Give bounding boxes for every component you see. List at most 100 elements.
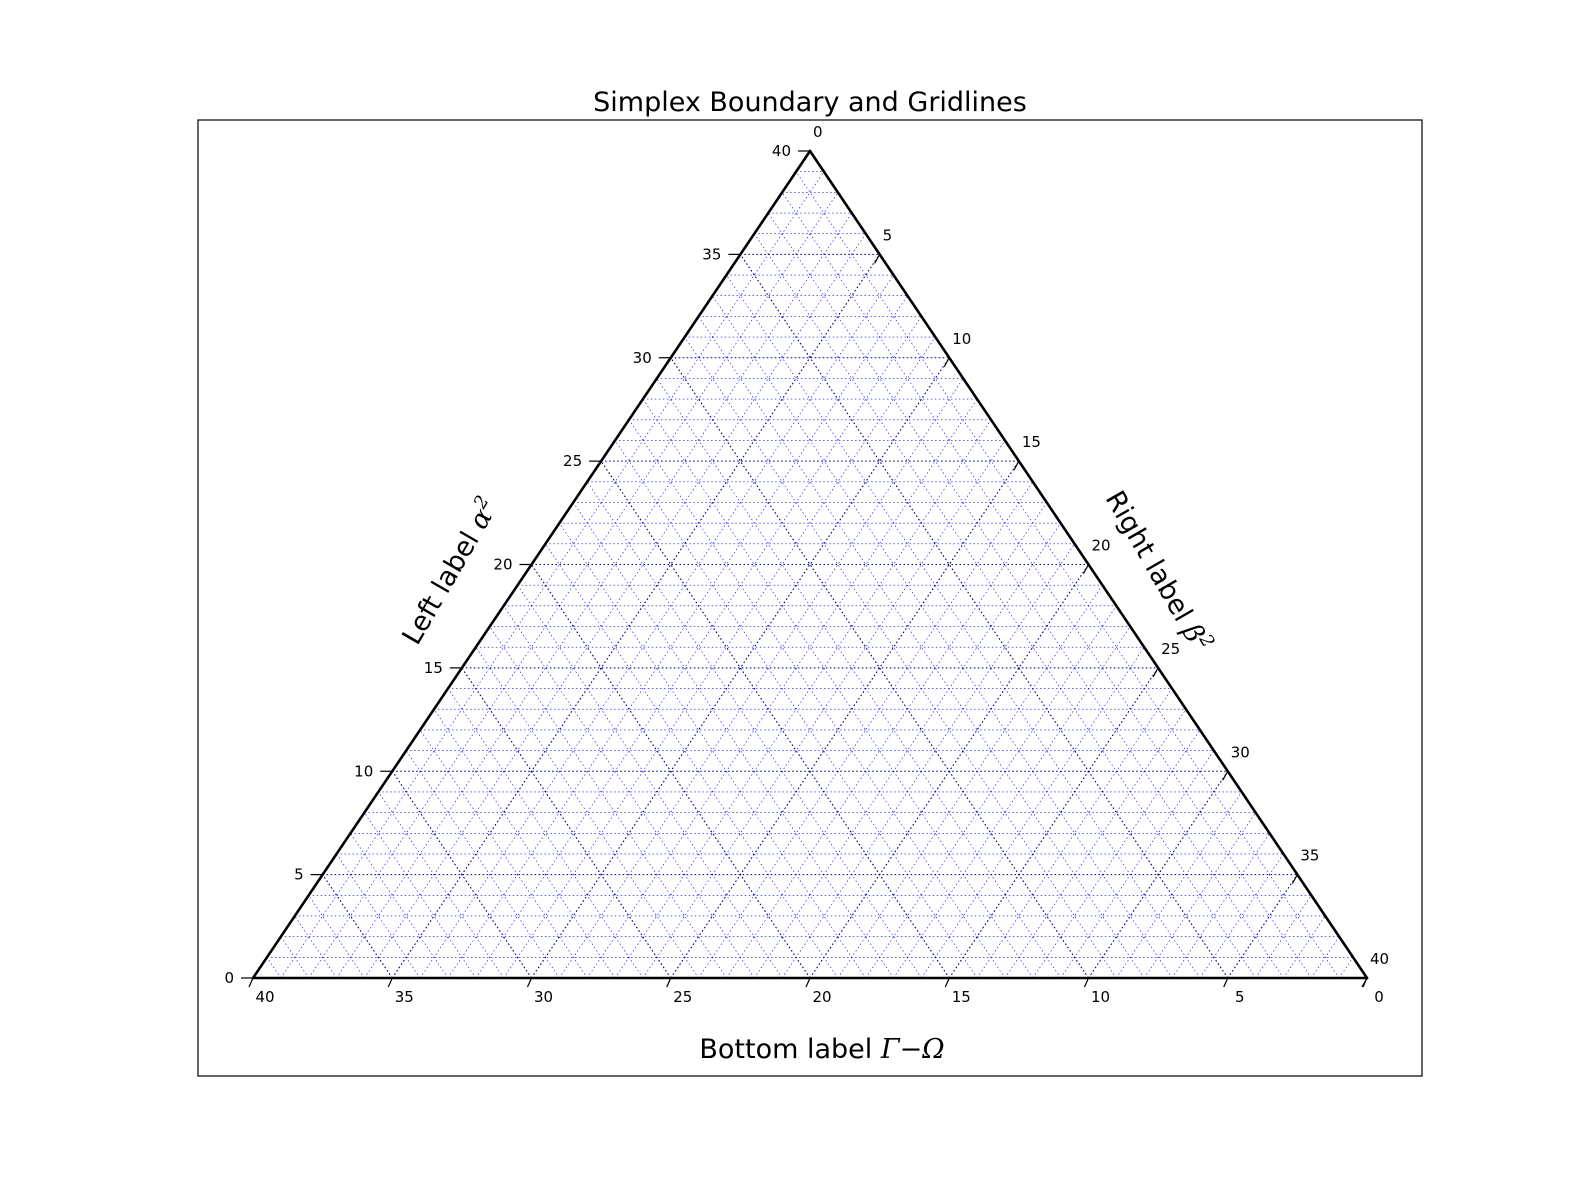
major-gridline-right-parallel [391, 770, 532, 979]
right-tick-mark [1361, 977, 1368, 988]
major-gridline-right-parallel [670, 357, 1089, 979]
major-gridline-left-parallel [391, 254, 881, 979]
right-tick-mark [804, 150, 811, 161]
minor-gridline-left-parallel [893, 626, 1131, 979]
left-tick-label: 20 [493, 556, 512, 574]
minor-gridline-right-parallel [781, 192, 1312, 979]
minor-gridline-left-parallel [447, 295, 908, 979]
bottom-tick-label: 30 [534, 988, 553, 1006]
bottom-tick-label: 5 [1235, 988, 1245, 1006]
minor-gridline-right-parallel [754, 233, 1256, 979]
minor-gridline-right-parallel [712, 295, 1173, 979]
right-tick-label: 5 [883, 226, 893, 244]
minor-gridline-left-parallel [503, 336, 936, 979]
minor-gridline-right-parallel [294, 915, 337, 979]
minor-gridline-left-parallel [614, 419, 992, 979]
minor-gridline-right-parallel [726, 274, 1201, 979]
right-tick-label: 20 [1092, 537, 1111, 555]
minor-gridline-right-parallel [517, 585, 783, 979]
right-tick-label: 15 [1022, 433, 1041, 451]
right-tick-label: 30 [1231, 743, 1250, 761]
axes-frame [197, 119, 1423, 1077]
bottom-tick-mark [1223, 977, 1229, 988]
bottom-tick-mark [666, 977, 672, 988]
minor-gridline-right-parallel [378, 791, 504, 979]
minor-gridline-left-parallel [1283, 915, 1326, 979]
left-tick-label: 30 [633, 349, 652, 367]
minor-gridline-left-parallel [754, 522, 1061, 979]
minor-gridline-right-parallel [503, 605, 755, 979]
minor-gridline-right-parallel [405, 750, 560, 979]
right-tick-mark [943, 357, 950, 368]
left-tick-label: 10 [354, 762, 373, 780]
minor-gridline-left-parallel [837, 585, 1103, 979]
bottom-tick-mark [248, 977, 254, 988]
minor-gridline-left-parallel [1060, 750, 1215, 979]
minor-gridline-right-parallel [419, 729, 588, 979]
bottom-tick-label: 35 [395, 988, 414, 1006]
minor-gridline-right-parallel [308, 895, 365, 979]
minor-gridline-right-parallel [280, 936, 309, 979]
right-tick-label: 10 [952, 330, 971, 348]
bottom-tick-label: 20 [812, 988, 831, 1006]
right-tick-label: 40 [1370, 950, 1389, 968]
axis-ticks: 40 35 30 25 20 15 10 5 0 0 5 10 15 20 25 30 35 40 0 5 10 15 20… [224, 123, 1389, 1006]
minor-gridline-left-parallel [1171, 833, 1270, 979]
minor-gridline-left-parallel [781, 543, 1075, 979]
right-tick-label: 25 [1161, 640, 1180, 658]
bottom-tick-label: 15 [952, 988, 971, 1006]
right-tick-mark [1222, 770, 1229, 781]
major-gridlines [322, 253, 1298, 979]
chart-title: Simplex Boundary and Gridlines [593, 87, 1027, 118]
minor-gridline-left-parallel [1338, 957, 1354, 979]
minor-gridline-right-parallel [656, 378, 1061, 979]
bottom-tick-label: 40 [255, 988, 274, 1006]
minor-gridline-right-parallel [266, 957, 282, 979]
left-tick-label: 40 [772, 142, 791, 160]
minor-gridline-right-parallel [545, 543, 839, 979]
bottom-axis-label: Bottom label Γ−Ω [699, 1034, 944, 1065]
left-tick-label: 35 [702, 245, 721, 263]
minor-gridline-left-parallel [1116, 791, 1242, 979]
left-tick-label: 15 [424, 659, 443, 677]
minor-gridline-left-parallel [475, 316, 922, 979]
minor-gridline-right-parallel [628, 419, 1006, 979]
minor-gridline-left-parallel [308, 192, 839, 979]
minor-gridlines [266, 171, 1354, 979]
minor-gridline-left-parallel [559, 378, 964, 979]
minor-gridline-right-parallel [684, 336, 1117, 979]
left-tick-label: 25 [563, 452, 582, 470]
bottom-tick-mark [805, 977, 811, 988]
major-gridline-right-parallel [322, 874, 393, 979]
right-tick-label: 35 [1300, 847, 1319, 865]
right-tick-mark [1291, 874, 1298, 884]
minor-gridline-right-parallel [350, 833, 449, 979]
bottom-tick-mark [526, 977, 533, 988]
minor-gridline-right-parallel [767, 212, 1284, 979]
bottom-tick-mark [944, 977, 950, 988]
minor-gridline-left-parallel [921, 647, 1145, 979]
minor-gridline-right-parallel [559, 522, 866, 979]
right-tick-mark [1152, 667, 1159, 678]
minor-gridline-right-parallel [364, 812, 477, 979]
minor-gridline-left-parallel [336, 212, 853, 979]
minor-gridline-right-parallel [475, 647, 699, 979]
left-tick-label: 0 [224, 969, 234, 987]
bottom-tick-label: 25 [673, 988, 692, 1006]
bottom-tick-mark [1083, 977, 1090, 988]
minor-gridline-right-parallel [489, 626, 727, 979]
right-tick-mark [1013, 460, 1020, 471]
minor-gridline-left-parallel [1143, 812, 1256, 979]
right-tick-mark [874, 254, 881, 264]
bottom-tick-label: 0 [1374, 988, 1384, 1006]
minor-gridline-right-parallel [698, 316, 1145, 979]
minor-gridline-left-parallel [419, 274, 894, 979]
major-gridline-right-parallel [739, 254, 1229, 979]
left-tick-label: 5 [294, 866, 304, 884]
minor-gridline-left-parallel [1255, 895, 1312, 979]
bottom-tick-mark [387, 977, 393, 988]
minor-gridline-right-parallel [642, 398, 1034, 979]
bottom-tick-label: 10 [1091, 988, 1110, 1006]
right-tick-mark [1082, 564, 1090, 574]
